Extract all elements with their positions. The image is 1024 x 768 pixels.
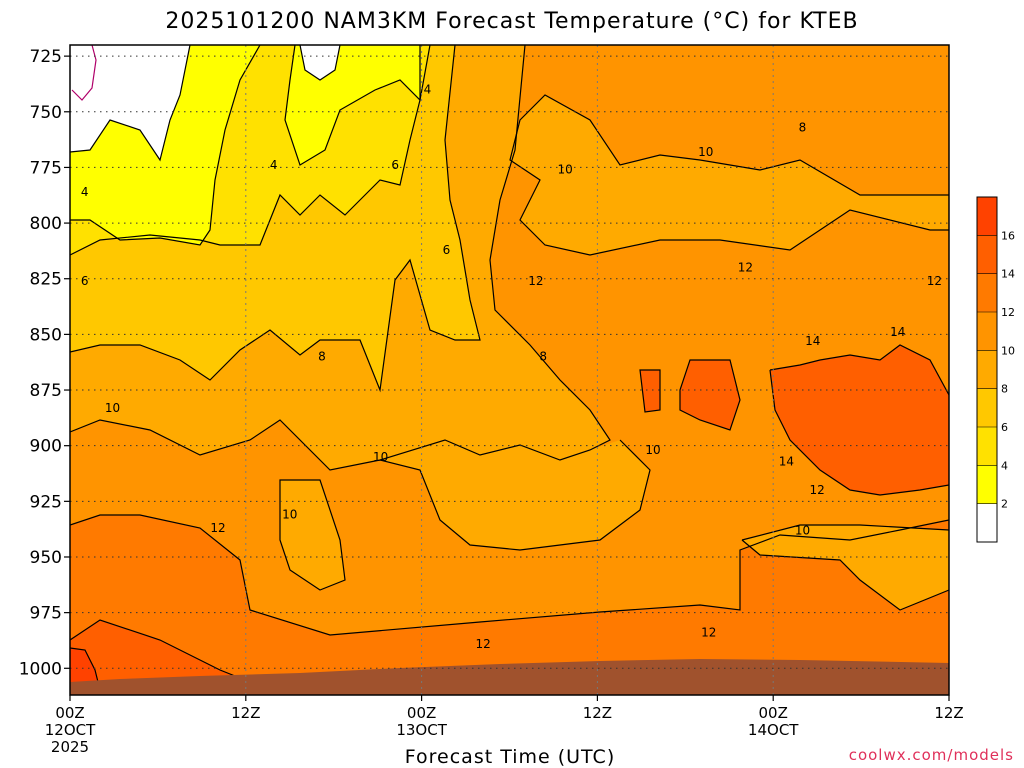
x-tick-label-time: 00Z (759, 704, 788, 722)
y-tick-label: 900 (30, 437, 62, 457)
contour-label: 10 (795, 523, 810, 537)
colorbar-tick-label: 6 (1001, 421, 1008, 434)
colorbar-tick-label: 4 (1001, 459, 1008, 472)
plot-area (70, 45, 949, 695)
colorbar-swatch (977, 465, 997, 504)
x-tick-label-time: 12Z (583, 704, 612, 722)
x-tick-label-date: 13OCT (396, 721, 447, 739)
colorbar-swatch (977, 350, 997, 389)
contour-label: 4 (81, 185, 89, 199)
colorbar-tick-label: 14 (1001, 268, 1015, 281)
y-tick-label: 950 (30, 548, 62, 568)
y-tick-label: 750 (30, 103, 62, 123)
y-axis-tick-labels: 725 750 775 800 825 850 875 900 925 950 975 1000 (19, 47, 62, 679)
contour-label: 10 (105, 401, 120, 415)
contour-label: 6 (443, 243, 451, 257)
contour-line-10 (70, 45, 611, 471)
terrain-ground (70, 659, 949, 695)
y-tick-label: 975 (30, 604, 62, 624)
contour-line-16 (70, 647, 99, 683)
contour-line-2 (70, 45, 341, 162)
x-tick-label-time: 12Z (231, 704, 260, 722)
colorbar: 2 4 6 8 10 12 14 16 (976, 196, 1015, 543)
x-tick-label-date: 14OCT (748, 721, 799, 739)
contour-label: 12 (528, 274, 543, 288)
contour-label: 8 (318, 350, 326, 364)
contour-label: 14 (890, 325, 905, 339)
contour-label: 14 (779, 454, 794, 468)
plot-frame (69, 44, 950, 696)
x-tick-label-time: 00Z (55, 704, 84, 722)
contour-line-6 (70, 45, 431, 256)
contour-label: 10 (282, 508, 297, 522)
colorbar-swatch (977, 273, 997, 312)
contour-line-12 (70, 514, 949, 636)
contour-label: 12 (810, 483, 825, 497)
contour-line-8 (70, 45, 481, 393)
temperature-band-16-18 (70, 648, 98, 682)
y-tick-label: 925 (30, 492, 62, 512)
colorbar-tick-label: 16 (1001, 229, 1015, 242)
contour-label: 12 (738, 261, 753, 275)
x-tick-label-time: 00Z (407, 704, 436, 722)
y-tick-label: 800 (30, 214, 62, 234)
colorbar-frame (976, 196, 998, 543)
contour-lines (70, 45, 949, 683)
contour-label: 12 (701, 626, 716, 640)
x-tick-label-date: 12OCT (45, 721, 96, 739)
colorbar-swatch (977, 197, 997, 236)
contour-line-4 (70, 45, 421, 246)
y-tick-label: 775 (30, 158, 62, 178)
contour-label: 8 (539, 350, 547, 364)
contour-label: 6 (391, 158, 399, 172)
x-tick-label-year: 2025 (51, 738, 89, 756)
contour-label: 12 (210, 521, 225, 535)
contour-label: 10 (558, 163, 573, 177)
colorbar-tick-label: 10 (1001, 344, 1015, 357)
credit-text: coolwx.com/models (849, 746, 1014, 764)
gridlines (70, 45, 949, 695)
y-tick-label: 1000 (19, 659, 62, 679)
colorbar-swatch (977, 388, 997, 427)
contour-label: 10 (373, 450, 388, 464)
contour-labels: 4 4 4 6 6 6 8 8 8 10 10 10 10 10 10 10 12 12 12 12 12 12 12 14 1… (81, 83, 942, 651)
chart-title: 2025101200 NAM3KM Forecast Temperature (… (165, 9, 858, 34)
contour-label: 4 (270, 158, 278, 172)
colorbar-swatch (977, 312, 997, 351)
contour-line-14 (70, 344, 949, 681)
y-tick-label: 875 (30, 381, 62, 401)
contour-label: 4 (424, 83, 432, 97)
colorbar-tick-label: 8 (1001, 383, 1008, 396)
contour-line-8-right (509, 94, 949, 256)
contour-label: 12 (927, 274, 942, 288)
contour-label: 10 (698, 145, 713, 159)
contour-label: 8 (799, 120, 807, 134)
contour-line-10-right (741, 524, 949, 611)
temperature-band-0-2 (70, 45, 340, 160)
colorbar-swatch (977, 235, 997, 274)
x-axis-label: Forecast Time (UTC) (405, 746, 615, 768)
y-tick-label: 725 (30, 47, 62, 67)
contour-line-10-lower (279, 439, 651, 591)
contour-label: 14 (805, 334, 820, 348)
x-tick-label-time: 12Z (934, 704, 963, 722)
y-tick-label: 825 (30, 270, 62, 290)
colorbar-tick-label: 12 (1001, 306, 1015, 319)
tick-marks (64, 55, 950, 701)
contour-label: 6 (81, 274, 89, 288)
contour-label: 12 (475, 637, 490, 651)
colorbar-tick-label: 2 (1001, 498, 1008, 511)
colorbar-swatch (977, 503, 997, 542)
colorbar-swatch (977, 427, 997, 466)
contour-label: 10 (645, 443, 660, 457)
y-tick-label: 850 (30, 325, 62, 345)
contour-line-0 (71, 45, 97, 101)
